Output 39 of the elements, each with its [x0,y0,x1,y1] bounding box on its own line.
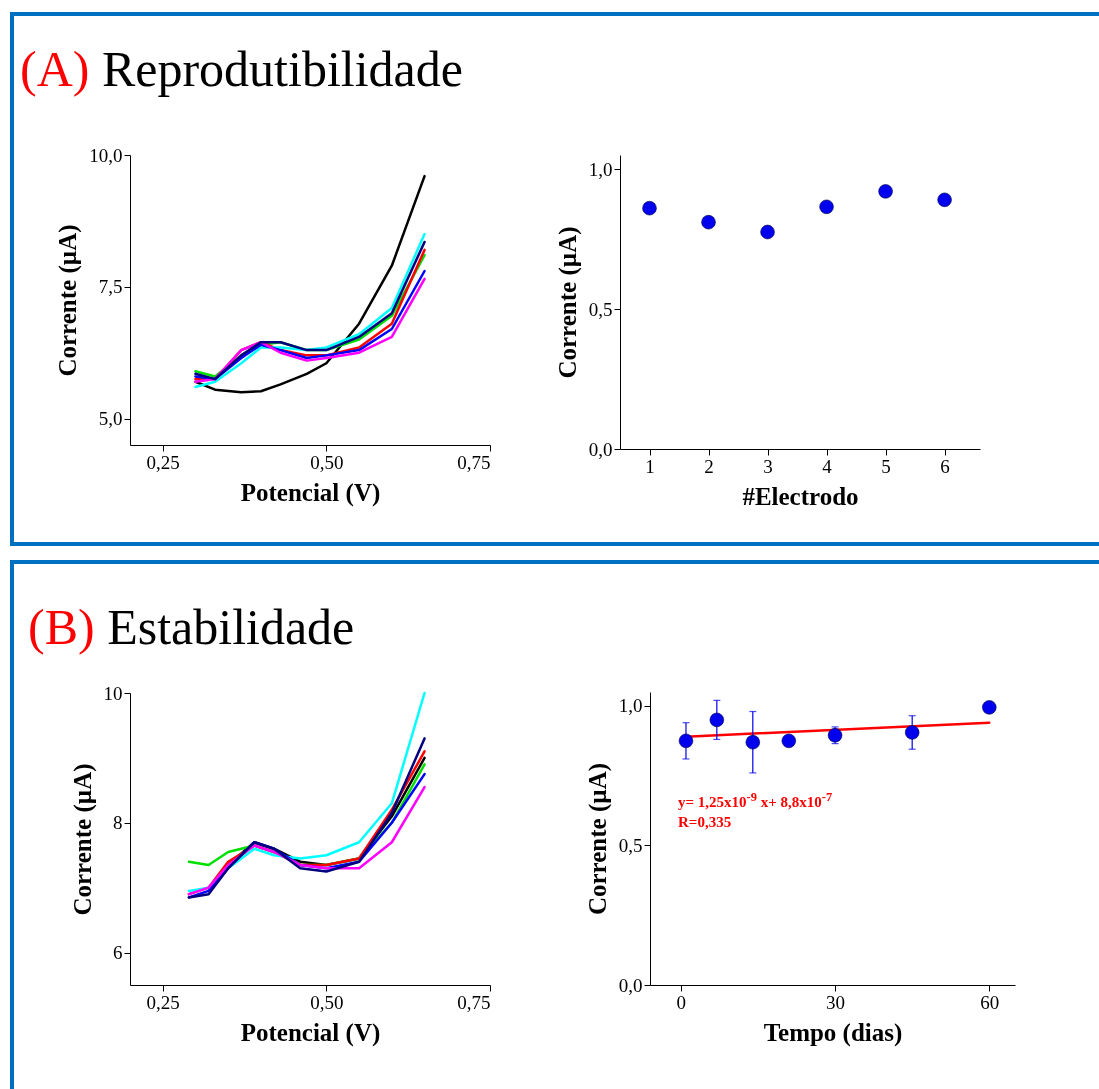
x-tick-label: 30 [826,991,846,1013]
y-axis-title: Corrente (µA) [54,224,83,377]
y-axis-title: Corrente (µA) [583,762,612,916]
x-tick-label: 1 [645,455,655,477]
x-tick-label: 0,50 [310,991,344,1013]
x-axis-title: Tempo (dias) [763,1018,903,1047]
y-axis-title: Corrente (µA) [68,763,97,916]
x-tick-label: 0,25 [146,451,180,473]
x-tick-label: 60 [980,991,1000,1013]
y-tick-label: 10 [103,682,123,704]
y-tick-label: 0,0 [588,438,613,460]
x-tick-label: 6 [940,455,950,477]
annotation: y= 1,25x10$^{-9}$ x+ 8,8x10$^{-7}$ [678,790,833,811]
y-tick-label: 10,0 [89,144,123,166]
x-tick-label: 0,50 [310,451,344,473]
y-tick-label: 1,0 [588,158,613,180]
x-axis-title: Potencial (V) [240,478,381,507]
y-tick-label: 1,0 [618,695,643,717]
annotation: R=0,335 [678,814,732,831]
x-tick-label: 0 [676,991,687,1013]
x-tick-label: 2 [704,455,714,477]
x-axis-title: #Electrodo [742,482,859,510]
x-tick-label: 0,25 [146,991,180,1013]
y-tick-label: 0,5 [618,834,643,856]
y-tick-label: 0,0 [618,974,643,996]
x-tick-label: 4 [822,455,833,477]
y-tick-label: 7,5 [98,276,123,298]
y-tick-label: 5,0 [98,408,123,430]
y-tick-label: 0,5 [588,298,613,320]
x-axis-title: Potencial (V) [240,1018,381,1047]
x-tick-label: 5 [881,455,891,477]
y-tick-label: 8 [113,812,123,834]
chart-title: (B) Estabilidade [28,599,355,655]
x-tick-label: 0,75 [457,451,491,473]
y-axis-title: Corrente (µA) [553,226,582,379]
x-tick-label: 0,75 [457,991,491,1013]
x-tick-label: 3 [763,455,773,477]
y-tick-label: 6 [113,942,123,964]
chart-title: (A) Reprodutibilidade [20,41,463,97]
